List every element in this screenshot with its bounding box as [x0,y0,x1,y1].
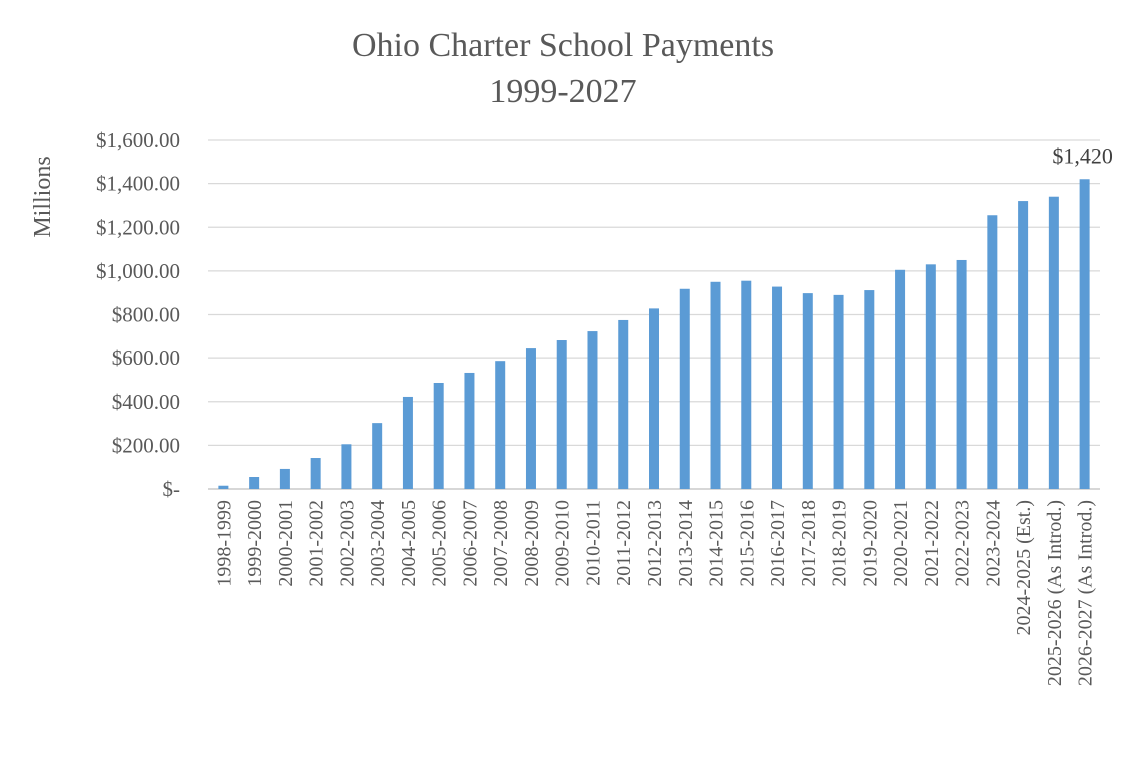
data-labels: $1,420 [1052,143,1113,168]
x-tick-label: 2008-2009 [521,500,543,587]
bar [895,269,906,489]
y-axis-ticks: $- $200.00 $400.00 $600.00 $800.00 $1,000.00 $… [96,128,180,501]
x-tick-label: 1998-1999 [213,500,235,587]
x-tick-label: 2012-2013 [644,500,666,587]
data-label: $1,420 [1052,143,1113,168]
x-tick-label: 2000-2001 [275,500,297,587]
bar [372,423,383,489]
y-tick-label: $1,200.00 [96,215,180,239]
bar [710,281,721,489]
x-tick-label: 2011-2012 [613,500,635,586]
bars [218,179,1090,490]
y-tick-label: $200.00 [112,433,180,457]
bar [495,361,506,489]
bar [772,286,783,489]
x-tick-label: 2005-2006 [429,500,451,587]
x-tick-label: 2014-2015 [706,500,728,587]
y-tick-label: $- [163,477,181,501]
x-tick-label: 2015-2016 [736,500,758,587]
bar [310,458,321,489]
x-tick-label: 2022-2023 [952,500,974,587]
y-tick-label: $800.00 [112,303,180,327]
bar [649,308,659,489]
chart-title: Ohio Charter School Payments [351,27,775,64]
bar [341,444,352,489]
bar [679,288,690,489]
bar [433,382,444,489]
bar [587,331,598,489]
x-tick-label: 1999-2000 [244,500,266,587]
bar [864,290,875,489]
x-tick-label: 2021-2022 [921,500,943,587]
y-tick-label: $1,000.00 [96,259,180,283]
bar [925,264,936,489]
bar [833,294,844,489]
bar [218,485,229,489]
bar [618,319,629,489]
x-tick-label: 2025-2026 (As Introd.) [1044,500,1066,686]
y-tick-label: $1,400.00 [96,172,180,196]
chart-subtitle: 1999-2027 [489,73,637,110]
x-tick-label: 2016-2017 [767,500,789,587]
x-tick-label: 2010-2011 [582,500,604,586]
bar [987,215,998,490]
y-tick-label: $600.00 [112,346,180,370]
x-tick-label: 2004-2005 [398,500,420,587]
bar [279,468,290,489]
x-tick-label: 2020-2021 [890,500,912,587]
y-tick-label: $1,600.00 [96,128,180,152]
bar [1018,201,1029,489]
bar [464,372,475,489]
bar [802,293,813,489]
x-tick-label: 2009-2010 [552,500,574,587]
x-axis-ticks: 1998-1999 1999-2000 2000-2001 2001-2002 2002… [213,500,1096,686]
bar [249,477,260,489]
x-tick-label: 2024-2025 (Est.) [1013,500,1035,636]
x-tick-label: 2007-2008 [490,500,512,587]
y-tick-label: $400.00 [112,390,180,414]
x-tick-label: 2018-2019 [829,500,851,587]
x-tick-label: 2013-2014 [675,500,697,587]
bar [402,396,413,489]
bar [1048,196,1059,489]
x-tick-label: 2017-2018 [798,500,820,587]
bar [741,280,752,489]
x-tick-label: 2026-2027 (As Introd.) [1075,500,1097,686]
x-tick-label: 2001-2002 [306,500,328,587]
y-axis-label: Millions [30,156,56,237]
x-tick-label: 2006-2007 [459,500,481,587]
bar [556,340,567,489]
x-tick-label: 2019-2020 [859,500,881,587]
x-tick-label: 2023-2024 [982,500,1004,587]
x-tick-label: 2003-2004 [367,500,389,587]
bar [1079,179,1090,489]
x-tick-label: 2002-2003 [336,500,358,587]
bar [956,259,967,489]
bar [525,348,536,489]
